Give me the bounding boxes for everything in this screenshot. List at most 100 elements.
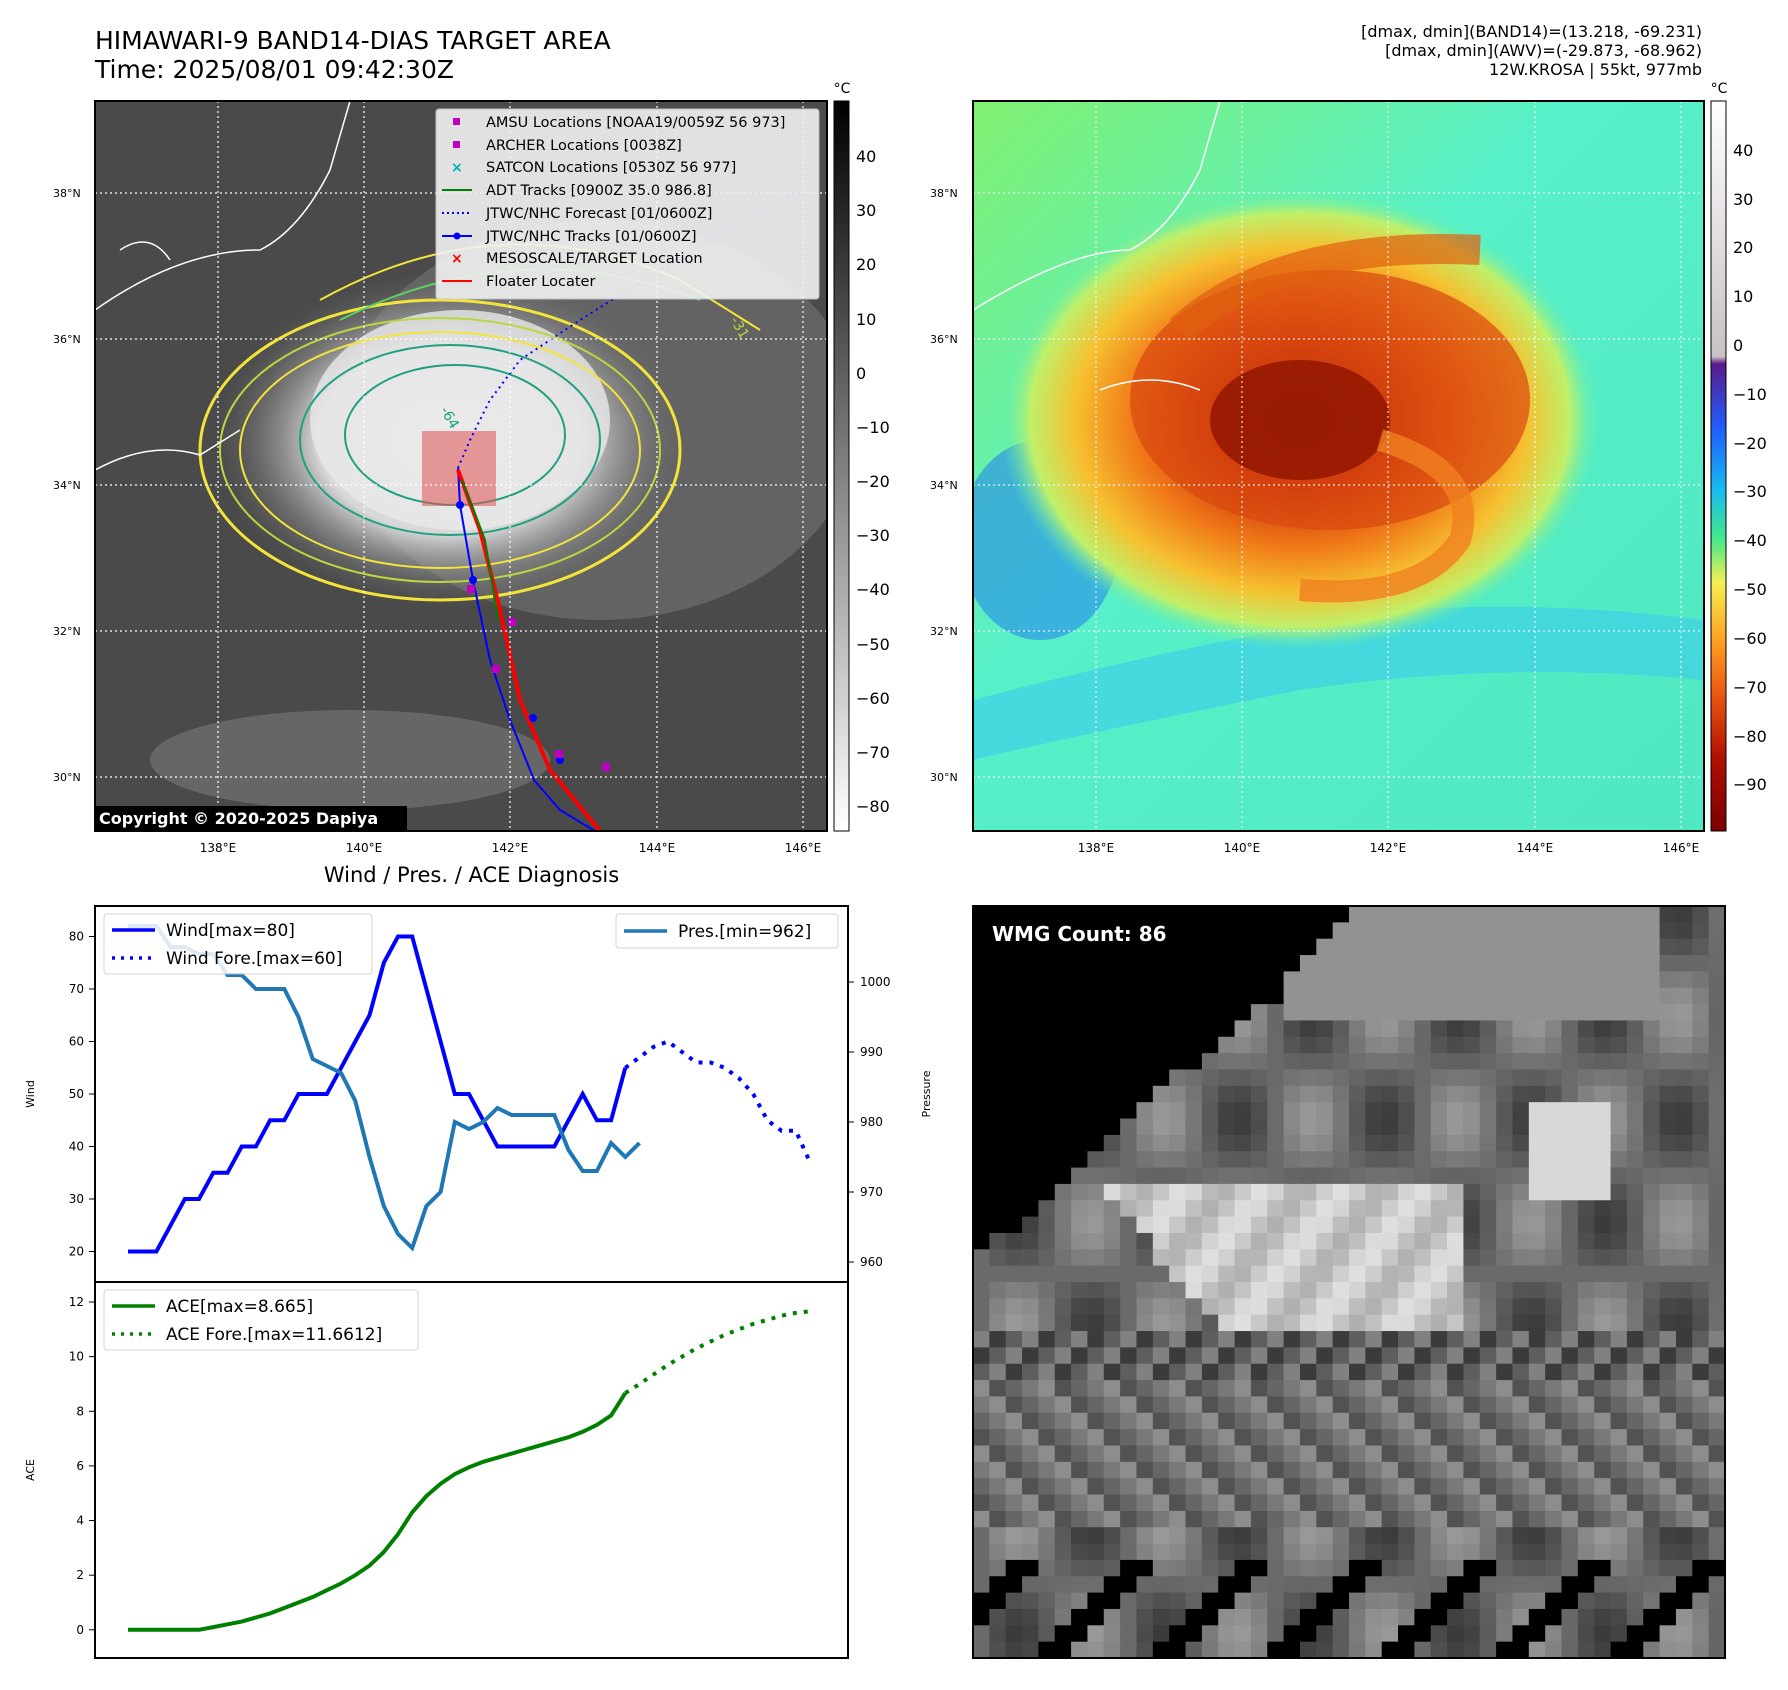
map1-lon-142: 142°E: [492, 841, 529, 855]
wmg-cell: [1152, 1216, 1170, 1234]
wmg-cell: [1675, 1216, 1693, 1234]
wmg-cell: [1496, 1265, 1514, 1283]
wmg-cell: [1626, 1363, 1644, 1381]
cbar1-ticks: 40 30 20 10 0 −10 −20 −30 −40 −50 −60 −7…: [856, 147, 890, 816]
wmg-cell: [1087, 1445, 1105, 1463]
wmg-cell: [1299, 1527, 1317, 1545]
wmg-cell: [1561, 1461, 1579, 1479]
wmg-cell: [1610, 1232, 1628, 1250]
wmg-cell: [1610, 1527, 1628, 1545]
wmg-cell: [1169, 1396, 1187, 1414]
wmg-cell: [1267, 1461, 1285, 1479]
wmg-cell: [1169, 1641, 1187, 1659]
wmg-cell: [1463, 1543, 1481, 1561]
wmg-cell: [1234, 1069, 1252, 1087]
wmg-cell: [1103, 987, 1121, 1005]
wmg-cell: [1528, 1559, 1546, 1577]
wmg-cell: [1659, 1576, 1677, 1594]
wmg-cell: [1528, 1478, 1546, 1496]
wmg-cell: [1071, 1036, 1089, 1054]
wmg-cell: [1610, 1494, 1628, 1512]
wmg-cell: [1332, 1543, 1350, 1561]
wmg-cell: [1103, 1559, 1121, 1577]
wmg-cell: [989, 1396, 1007, 1414]
wmg-cell: [1283, 1200, 1301, 1218]
wmg-cell: [1659, 1478, 1677, 1496]
wmg-cell: [1643, 1167, 1661, 1185]
wmg-cell: [1103, 1576, 1121, 1594]
wmg-cell: [1675, 1380, 1693, 1398]
wmg-cell: [1234, 1445, 1252, 1463]
wmg-cell: [1594, 987, 1612, 1005]
wmg-cell: [1169, 1232, 1187, 1250]
wmg-cell: [1250, 1412, 1268, 1430]
wmg-cell: [1365, 1625, 1383, 1643]
wmg-cell: [1692, 1641, 1710, 1659]
wmg-cell: [1708, 1249, 1726, 1267]
wmg-cell: [1022, 1232, 1039, 1250]
wmg-cell: [1185, 1004, 1203, 1022]
wmg-cell: [1103, 1527, 1121, 1545]
wmg-cell: [1349, 955, 1366, 972]
wmg-cell: [1267, 1314, 1285, 1332]
wmg-cell: [1626, 938, 1644, 956]
wmg-cell: [1250, 1069, 1268, 1087]
wmg-cell: [1577, 1298, 1595, 1316]
wmg-cell: [1087, 1625, 1105, 1643]
wmg-cell: [1528, 1036, 1546, 1054]
wmg-cell: [1054, 1510, 1072, 1528]
wmg-cell: [1414, 1232, 1432, 1250]
wmg-cell: [1299, 1167, 1317, 1185]
wmg-cell: [1381, 1347, 1399, 1365]
wmg-cell: [1398, 1004, 1415, 1022]
wmg-cell: [1626, 1200, 1644, 1218]
wmg-cell: [1169, 1380, 1187, 1398]
wmg-cell: [1561, 1298, 1579, 1316]
wmg-cell: [1463, 1134, 1481, 1152]
wmg-cell: [1545, 1347, 1563, 1365]
wmg-cell: [1299, 1200, 1317, 1218]
wmg-cell: [1659, 1445, 1677, 1463]
wmg-cell: [1218, 1543, 1236, 1561]
wmg-cell: [1250, 1265, 1268, 1283]
wmg-cell: [1005, 1282, 1023, 1299]
wmg-cell: [1692, 1494, 1710, 1512]
wmg-cell: [1496, 1543, 1514, 1561]
wmg-cell: [1577, 1151, 1595, 1169]
wmg-cell: [1103, 1347, 1121, 1365]
wmg-cell: [1479, 1608, 1497, 1626]
cbar2-tick-0: 0: [1733, 336, 1743, 355]
wmg-cell: [1414, 1134, 1432, 1152]
wmg-cell: [1643, 922, 1661, 940]
wmg-cell: [1577, 1527, 1595, 1545]
wmg-cell: [1283, 1543, 1301, 1561]
wmg-cell: [1594, 955, 1612, 972]
wmg-cell: [1218, 1380, 1236, 1398]
wmg-cell: [1185, 971, 1203, 989]
wmg-cell: [1447, 1576, 1465, 1594]
copyright-text: Copyright © 2020-2025 Dapiya: [99, 809, 378, 828]
wmg-cell: [1675, 1347, 1693, 1365]
wmg-cell: [1054, 1167, 1072, 1185]
wmg-cell: [1398, 1592, 1415, 1610]
wmg-cell: [1038, 1592, 1056, 1610]
wmg-cell: [1038, 1625, 1056, 1643]
wmg-cell: [1381, 1510, 1399, 1528]
wmg-cell: [1038, 955, 1056, 972]
wmg-cell: [1103, 1625, 1121, 1643]
wmg-cell: [1250, 1314, 1268, 1332]
wmg-cell: [1316, 938, 1334, 956]
wmg-cell: [1136, 1053, 1154, 1071]
wmg-cell: [1479, 1380, 1497, 1398]
wmg-cell: [1022, 922, 1039, 940]
wmg-cell: [1054, 922, 1072, 940]
wmg-cell: [1594, 1510, 1612, 1528]
wmg-cell: [1120, 1641, 1138, 1659]
wmg-cell: [1250, 922, 1268, 940]
wmg-cell: [1169, 1576, 1187, 1594]
wmg-cell: [1005, 1331, 1023, 1348]
wmg-cell: [1496, 1216, 1514, 1234]
wmg-cell: [1365, 1183, 1383, 1201]
wmg-cell: [1447, 1510, 1465, 1528]
